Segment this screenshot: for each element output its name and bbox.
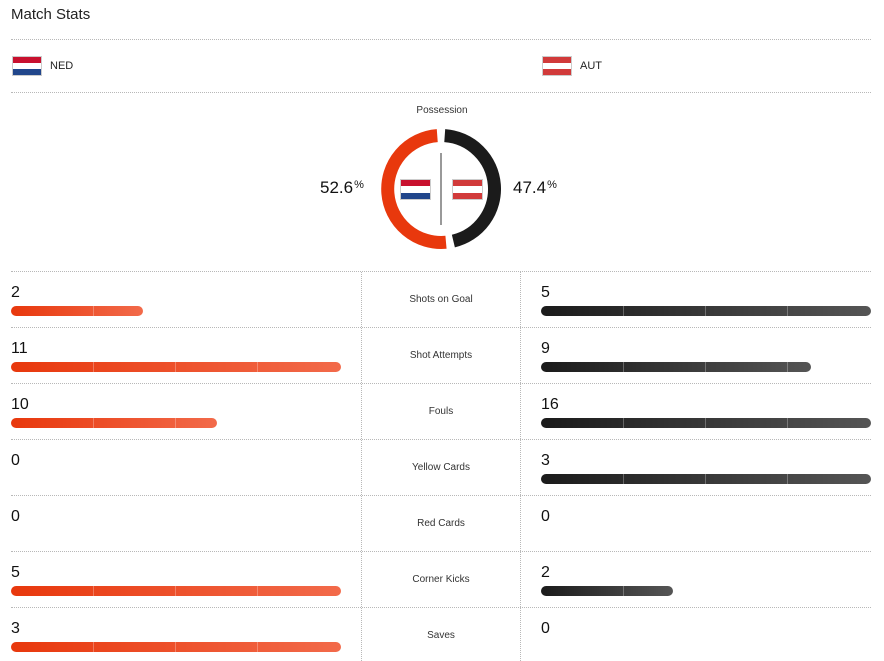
possession-home-value: 52.6% — [320, 178, 364, 197]
stat-label: Shot Attempts — [409, 350, 473, 361]
home-stat-value: 2 — [11, 284, 20, 301]
divider — [11, 39, 871, 40]
possession-arc-home — [381, 129, 447, 249]
stat-label: Red Cards — [417, 518, 465, 529]
away-stat-bar — [541, 586, 673, 596]
stat-row: 2 Shots on Goal 5 — [11, 271, 871, 327]
home-stat-value: 0 — [11, 508, 20, 525]
away-stat-bar — [541, 306, 871, 316]
stat-row: 3 Saves 0 — [11, 607, 871, 661]
home-stat-bar — [11, 642, 341, 652]
away-stat-value: 0 — [541, 620, 550, 637]
away-stat-bar — [541, 418, 871, 428]
possession-donut — [381, 129, 501, 249]
stat-label-cell: Corner Kicks — [361, 552, 521, 607]
home-stat-bar — [11, 306, 143, 316]
home-stat-bar — [11, 418, 217, 428]
netherlands-flag-icon — [400, 179, 431, 200]
stat-row: 0 Red Cards 0 — [11, 495, 871, 551]
netherlands-flag-icon — [12, 56, 42, 76]
stat-row: 5 Corner Kicks 2 — [11, 551, 871, 607]
possession-away-value: 47.4% — [513, 178, 557, 197]
home-stat-bar — [11, 362, 341, 372]
away-stat-value: 2 — [541, 564, 550, 581]
stat-label: Fouls — [428, 406, 454, 417]
stat-label: Shots on Goal — [409, 294, 473, 305]
stat-label-cell: Fouls — [361, 384, 521, 439]
divider — [11, 92, 871, 93]
stat-label-cell: Shot Attempts — [361, 328, 521, 383]
stat-row: 0 Yellow Cards 3 — [11, 439, 871, 495]
away-team: AUT — [542, 56, 602, 76]
home-team-code: NED — [50, 60, 74, 72]
possession-label: Possession — [416, 105, 468, 116]
away-stat-value: 16 — [541, 396, 559, 413]
home-stat-value: 11 — [11, 340, 28, 357]
austria-flag-icon — [452, 179, 483, 200]
home-stat-value: 0 — [11, 452, 20, 469]
stat-row: 11 Shot Attempts 9 — [11, 327, 871, 383]
away-stat-value: 5 — [541, 284, 550, 301]
away-stat-value: 0 — [541, 508, 550, 525]
home-stat-value: 5 — [11, 564, 20, 581]
away-stat-bar — [541, 362, 811, 372]
away-stat-value: 9 — [541, 340, 550, 357]
stats-table: 2 Shots on Goal 5 11 Shot Attempts 9 10 Fouls 16… — [11, 271, 871, 661]
possession-arc-away — [444, 129, 501, 248]
stat-label-cell: Yellow Cards — [361, 440, 521, 495]
stat-label-cell: Red Cards — [361, 496, 521, 551]
away-stat-value: 3 — [541, 452, 550, 469]
away-team-code: AUT — [580, 60, 602, 72]
home-team: NED — [12, 56, 73, 76]
stat-label: Saves — [427, 630, 455, 641]
home-stat-value: 10 — [11, 396, 29, 413]
stat-label: Yellow Cards — [412, 462, 470, 473]
home-stat-value: 3 — [11, 620, 20, 637]
stat-label: Corner Kicks — [412, 574, 470, 585]
page-title: Match Stats — [11, 6, 91, 23]
stat-row: 10 Fouls 16 — [11, 383, 871, 439]
home-stat-bar — [11, 586, 341, 596]
stat-label-cell: Saves — [361, 608, 521, 661]
away-stat-bar — [541, 474, 871, 484]
austria-flag-icon — [542, 56, 572, 76]
stat-label-cell: Shots on Goal — [361, 272, 521, 327]
